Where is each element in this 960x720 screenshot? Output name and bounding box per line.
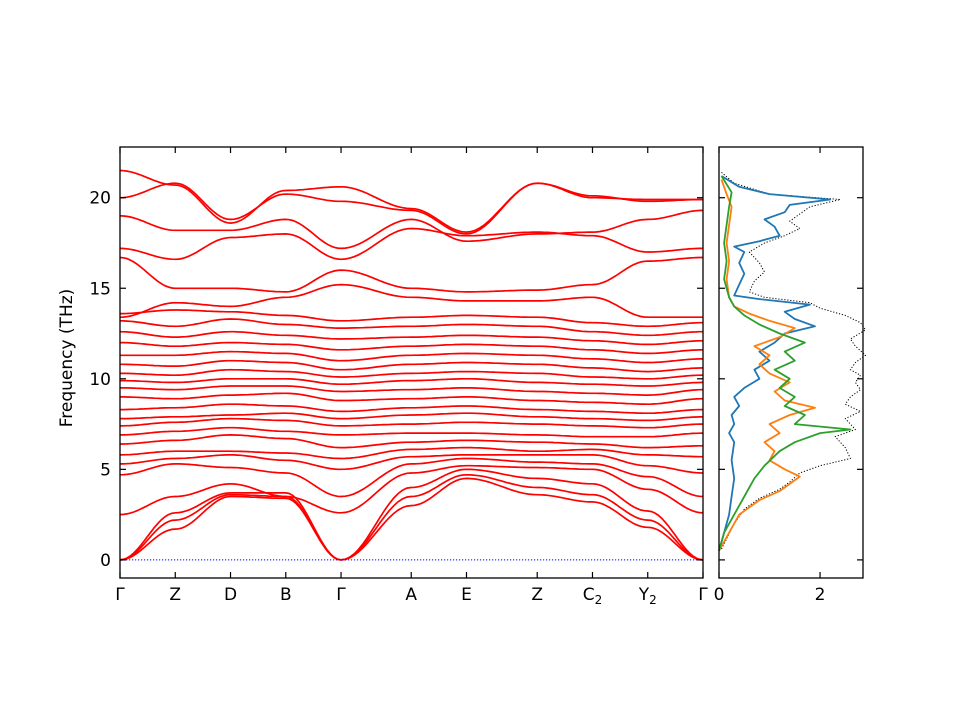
band-line [120, 403, 703, 415]
y-tick-label: 20 [89, 189, 111, 209]
band-y-axis: 0 5 10 15 20 [89, 189, 703, 571]
x-tick-label: A [405, 585, 417, 605]
band-line [120, 368, 703, 380]
dos-series-line [718, 179, 816, 552]
band-line [119, 473, 704, 561]
x-tick-label: D [224, 585, 237, 605]
x-tick-subscript: 2 [649, 593, 657, 607]
band-line [119, 417, 703, 429]
dos-series-line [718, 175, 832, 552]
band-line [120, 412, 704, 422]
band-line [119, 468, 704, 561]
band-line [120, 385, 703, 396]
band-line [119, 227, 703, 261]
band-line [119, 318, 703, 337]
x-tick-label: B [280, 585, 292, 605]
y-tick-label: 5 [100, 460, 111, 480]
band-x-axis: Γ Z D B Γ A E Z C2 Y2 Γ [115, 147, 708, 607]
band-line [119, 256, 703, 293]
y-tick-label: 0 [100, 551, 111, 571]
x-tick-label: E [461, 585, 472, 605]
x-tick-label: Γ [336, 585, 346, 605]
y-tick-label: 15 [89, 279, 111, 299]
dos-x-tick-label: 0 [714, 585, 725, 605]
band-structure-panel: 0 5 10 15 20 Γ Z D B Γ A E Z C2 Y2 Γ Frequency (THz) [57, 146, 708, 607]
x-tick-label: Γ [115, 585, 125, 605]
band-line [119, 283, 703, 319]
band-line [120, 359, 704, 373]
band-lines [119, 169, 704, 561]
x-tick-label: Γ [698, 585, 708, 605]
dos-plot-frame [718, 146, 864, 579]
y-tick-label: 10 [89, 370, 111, 390]
x-tick-label: Z [531, 585, 543, 605]
band-line [119, 169, 703, 233]
band-line [120, 434, 703, 449]
band-line [120, 392, 704, 406]
x-tick-label: C2 [583, 585, 603, 607]
x-tick-label: Z [169, 585, 181, 605]
dos-lines [718, 172, 866, 552]
x-tick-label: Y2 [638, 585, 657, 607]
band-line [120, 426, 704, 438]
band-line [119, 182, 703, 235]
band-line [119, 330, 703, 346]
band-line [119, 457, 704, 498]
dos-series-line [718, 175, 852, 552]
dos-x-tick-label: 2 [815, 585, 826, 605]
band-line [119, 446, 703, 460]
band-line [120, 454, 704, 474]
band-line [119, 464, 704, 516]
band-line [120, 350, 703, 364]
band-line [120, 309, 703, 328]
band-line [119, 477, 704, 561]
x-tick-subscript: 2 [595, 593, 603, 607]
dos-series-line [721, 172, 866, 550]
y-axis-label: Frequency (THz) [57, 289, 77, 428]
band-line [120, 341, 704, 355]
band-line [119, 209, 704, 250]
band-line [120, 377, 704, 387]
